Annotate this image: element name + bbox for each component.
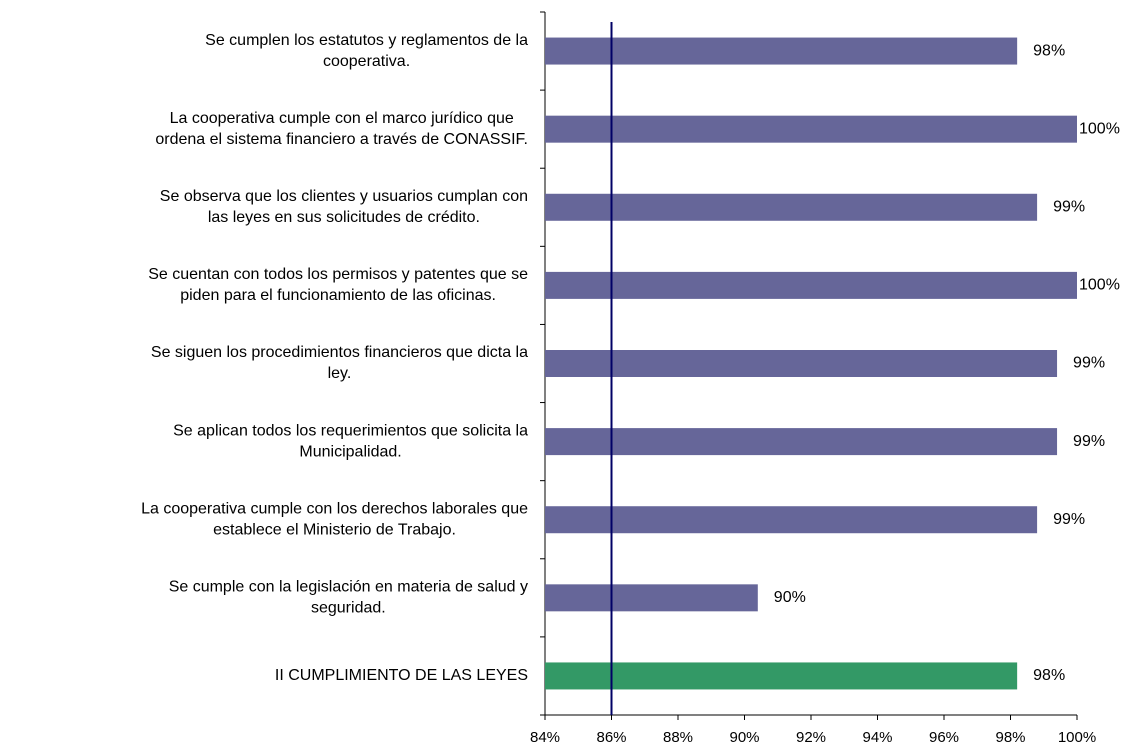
x-tick-label: 86% xyxy=(596,729,626,744)
category-label: La cooperativa cumple con los derechos l… xyxy=(141,500,528,517)
bar xyxy=(545,662,1018,690)
value-label: 90% xyxy=(774,589,806,606)
x-tick-label: 98% xyxy=(995,729,1025,744)
category-label: Se cumple con la legislación en materia … xyxy=(169,579,528,596)
category-label: cooperativa. xyxy=(323,53,410,70)
value-label: 99% xyxy=(1053,511,1085,528)
x-tick-label: 90% xyxy=(729,729,759,744)
bar xyxy=(545,271,1077,299)
x-tick-label: 100% xyxy=(1058,729,1096,744)
value-label: 99% xyxy=(1073,355,1105,372)
bar xyxy=(545,584,758,612)
category-label: las leyes en sus solicitudes de crédito. xyxy=(208,209,480,226)
value-label: 99% xyxy=(1053,198,1085,215)
bar xyxy=(545,428,1058,456)
value-label: 98% xyxy=(1033,42,1065,59)
category-label: La cooperativa cumple con el marco juríd… xyxy=(170,110,514,127)
bar xyxy=(545,115,1077,143)
value-label: 99% xyxy=(1073,433,1105,450)
category-label: piden para el funcionamiento de las ofic… xyxy=(180,287,496,304)
bar xyxy=(545,193,1038,221)
category-label: II CUMPLIMIENTO DE LAS LEYES xyxy=(275,667,528,684)
category-label: Se observa que los clientes y usuarios c… xyxy=(160,188,528,205)
category-label: Se siguen los procedimientos financieros… xyxy=(151,344,528,361)
category-label: Se aplican todos los requerimientos que … xyxy=(173,422,528,439)
value-label: 100% xyxy=(1079,277,1120,294)
x-tick-label: 84% xyxy=(530,729,560,744)
category-label: establece el Ministerio de Trabajo. xyxy=(213,521,456,538)
x-tick-label: 96% xyxy=(929,729,959,744)
bar xyxy=(545,350,1058,377)
x-tick-label: 92% xyxy=(796,729,826,744)
x-tick-label: 94% xyxy=(862,729,892,744)
category-label: seguridad. xyxy=(311,600,386,617)
x-tick-label: 88% xyxy=(663,729,693,744)
bar xyxy=(545,37,1018,65)
category-label: Municipalidad. xyxy=(299,443,401,460)
category-label: Se cumplen los estatutos y reglamentos d… xyxy=(205,32,528,49)
value-label: 100% xyxy=(1079,120,1120,137)
bar xyxy=(545,506,1038,534)
category-label: ley. xyxy=(328,365,352,382)
category-label: Se cuentan con todos los permisos y pate… xyxy=(148,266,528,283)
value-label: 98% xyxy=(1033,667,1065,684)
category-label: ordena el sistema financiero a través de… xyxy=(155,131,528,148)
